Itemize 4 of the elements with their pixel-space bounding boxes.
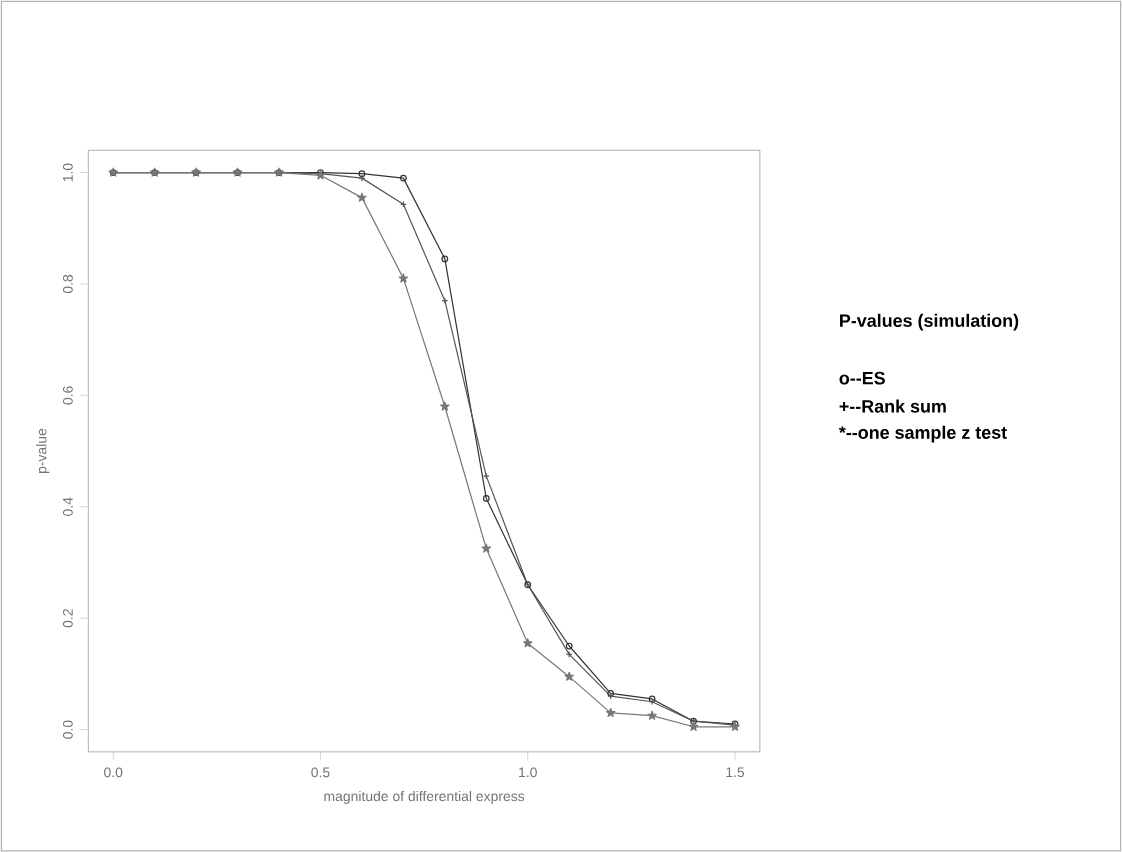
text: o--ES bbox=[839, 371, 885, 385]
text: P-values (simulation) bbox=[840, 313, 1019, 331]
text: +--Rank sum bbox=[839, 399, 946, 413]
text: *--one sample z test bbox=[838, 425, 1007, 443]
